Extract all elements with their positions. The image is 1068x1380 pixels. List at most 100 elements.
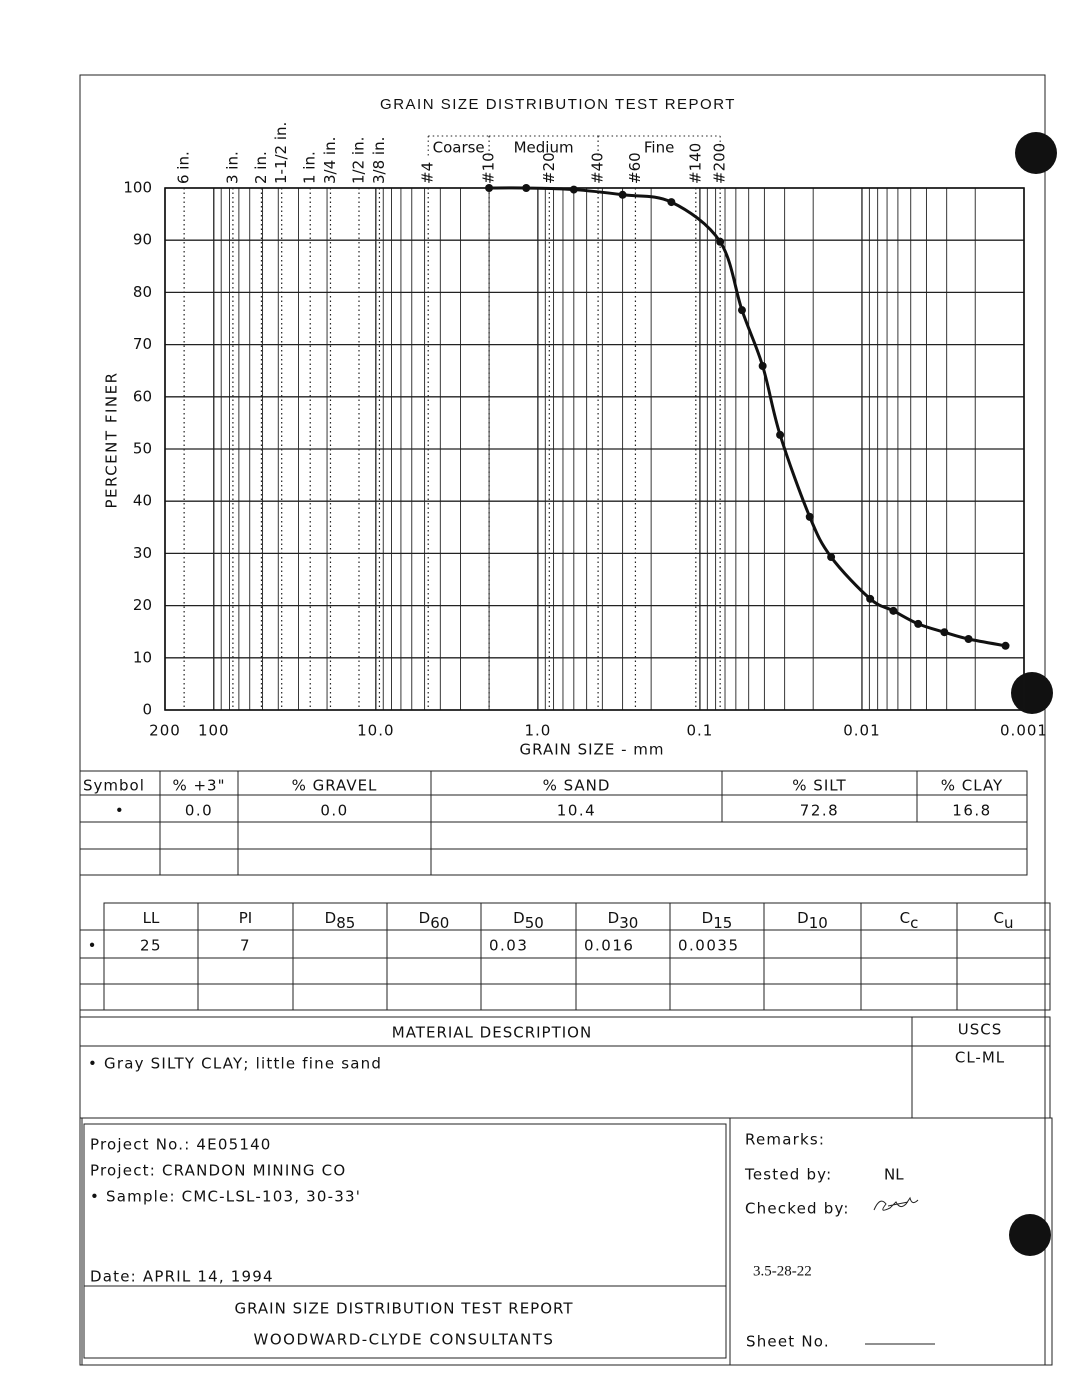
table-cell: 0.03 [489, 937, 528, 955]
y-tick-label: 40 [133, 492, 152, 510]
table-header: D50 [513, 909, 544, 932]
data-point [889, 606, 898, 615]
project-box [83, 1123, 727, 1359]
y-tick-label: 100 [123, 179, 152, 197]
table-cell: 0.0035 [678, 937, 740, 955]
data-point [618, 190, 627, 199]
range-label: Coarse [433, 139, 485, 157]
data-point [776, 430, 785, 439]
y-tick-label: 90 [133, 231, 152, 249]
table-cell: 0.016 [584, 937, 634, 955]
plot-border [164, 187, 1025, 711]
header-symbol: LL [143, 909, 160, 927]
checked-label: Checked by: [745, 1200, 850, 1218]
data-point [569, 185, 578, 194]
table-cell: 16.8 [952, 802, 991, 820]
tested-value: NL [884, 1166, 904, 1184]
table-border [79, 770, 1028, 876]
y-axis-label: PERCENT FINER [103, 372, 121, 509]
header-symbol: D [419, 909, 431, 927]
y-tick-label: 60 [133, 387, 152, 405]
sieve-label: 3/4 in. [321, 137, 339, 184]
footer-report: GRAIN SIZE DISTRIBUTION TEST REPORT [234, 1300, 573, 1318]
project-line: Project: CRANDON MINING CO [90, 1162, 346, 1180]
x-tick-label: 10.0 [357, 722, 394, 740]
table-header: D85 [325, 909, 356, 932]
y-tick-label: 80 [133, 283, 152, 301]
project-line: • Sample: CMC-LSL-103, 30-33' [90, 1188, 361, 1206]
header-subscript: 10 [809, 914, 828, 932]
sieve-label: 1-1/2 in. [272, 122, 290, 184]
header-symbol: D [513, 909, 525, 927]
header-subscript: u [1004, 914, 1014, 932]
uscs-value: CL-ML [955, 1049, 1005, 1067]
sieve-label: #10 [480, 152, 498, 184]
tested-label: Tested by: [744, 1166, 832, 1184]
signature [873, 1196, 919, 1211]
data-point [805, 512, 814, 521]
range-label: Fine [644, 139, 674, 157]
table-header: Symbol [83, 777, 145, 795]
material-heading: MATERIAL DESCRIPTION [392, 1024, 592, 1042]
sieve-label: 2 in. [252, 151, 270, 184]
x-tick-label: 100 [198, 722, 230, 740]
table-header: Cu [994, 909, 1014, 932]
uscs-heading: USCS [958, 1021, 1003, 1039]
sieve-label: #60 [626, 152, 644, 184]
header-subscript: 50 [525, 914, 544, 932]
remarks-label: Remarks: [745, 1131, 825, 1149]
sheet-label: Sheet No. [746, 1333, 830, 1351]
table-header: % SILT [792, 777, 846, 795]
header-subscript: 15 [713, 914, 732, 932]
title: GRAIN SIZE DISTRIBUTION TEST REPORT [380, 96, 736, 113]
sieve-label: #140 [686, 143, 704, 184]
table-header: PI [239, 909, 252, 927]
data-point [866, 594, 875, 603]
header-subscript: 60 [430, 914, 449, 932]
header-symbol: D [702, 909, 714, 927]
header-symbol: C [900, 909, 910, 927]
data-point [940, 628, 949, 637]
data-point [914, 619, 923, 628]
header-symbol: D [325, 909, 337, 927]
header-subscript: c [910, 914, 918, 932]
y-tick-label: 0 [142, 701, 152, 719]
handwritten-note: 3.5-28-22 [753, 1263, 812, 1279]
table-cell: • [115, 802, 125, 820]
table-header: D10 [797, 909, 828, 932]
data-point [827, 553, 836, 562]
sieve-label: 6 in. [175, 151, 193, 184]
x-axis-label: GRAIN SIZE - mm [520, 741, 665, 759]
sieve-label: #40 [589, 152, 607, 184]
x-tick-label: 200 [149, 722, 181, 740]
table-cell: 0.0 [185, 802, 213, 820]
table-header: LL [143, 909, 160, 927]
range-label: Medium [514, 139, 574, 157]
project-line: Date: APRIL 14, 1994 [90, 1268, 274, 1286]
sieve-label: #4 [419, 162, 437, 184]
x-tick-label: 1.0 [524, 722, 551, 740]
data-point [522, 184, 531, 192]
data-point [758, 362, 767, 371]
header-subscript: 30 [619, 914, 638, 932]
header-symbol: PI [239, 909, 252, 927]
table-cell: 25 [140, 937, 162, 955]
gradation-curve [489, 186, 1006, 648]
table-header: Cc [900, 909, 919, 932]
sieve-label: 1/2 in. [350, 137, 368, 184]
table-header: % CLAY [941, 777, 1003, 795]
header-symbol: D [797, 909, 809, 927]
sieve-label: #20 [540, 152, 558, 184]
table-header: D60 [419, 909, 450, 932]
header-symbol: D [608, 909, 620, 927]
data-point [1001, 641, 1010, 650]
project-line: Project No.: 4E05140 [90, 1136, 272, 1154]
y-tick-label: 50 [133, 440, 152, 458]
row-symbol: • [88, 937, 97, 955]
y-tick-label: 30 [133, 544, 152, 562]
x-tick-label: 0.01 [843, 722, 880, 740]
data-point [964, 635, 973, 644]
data-point [485, 184, 494, 192]
y-tick-label: 70 [133, 335, 152, 353]
